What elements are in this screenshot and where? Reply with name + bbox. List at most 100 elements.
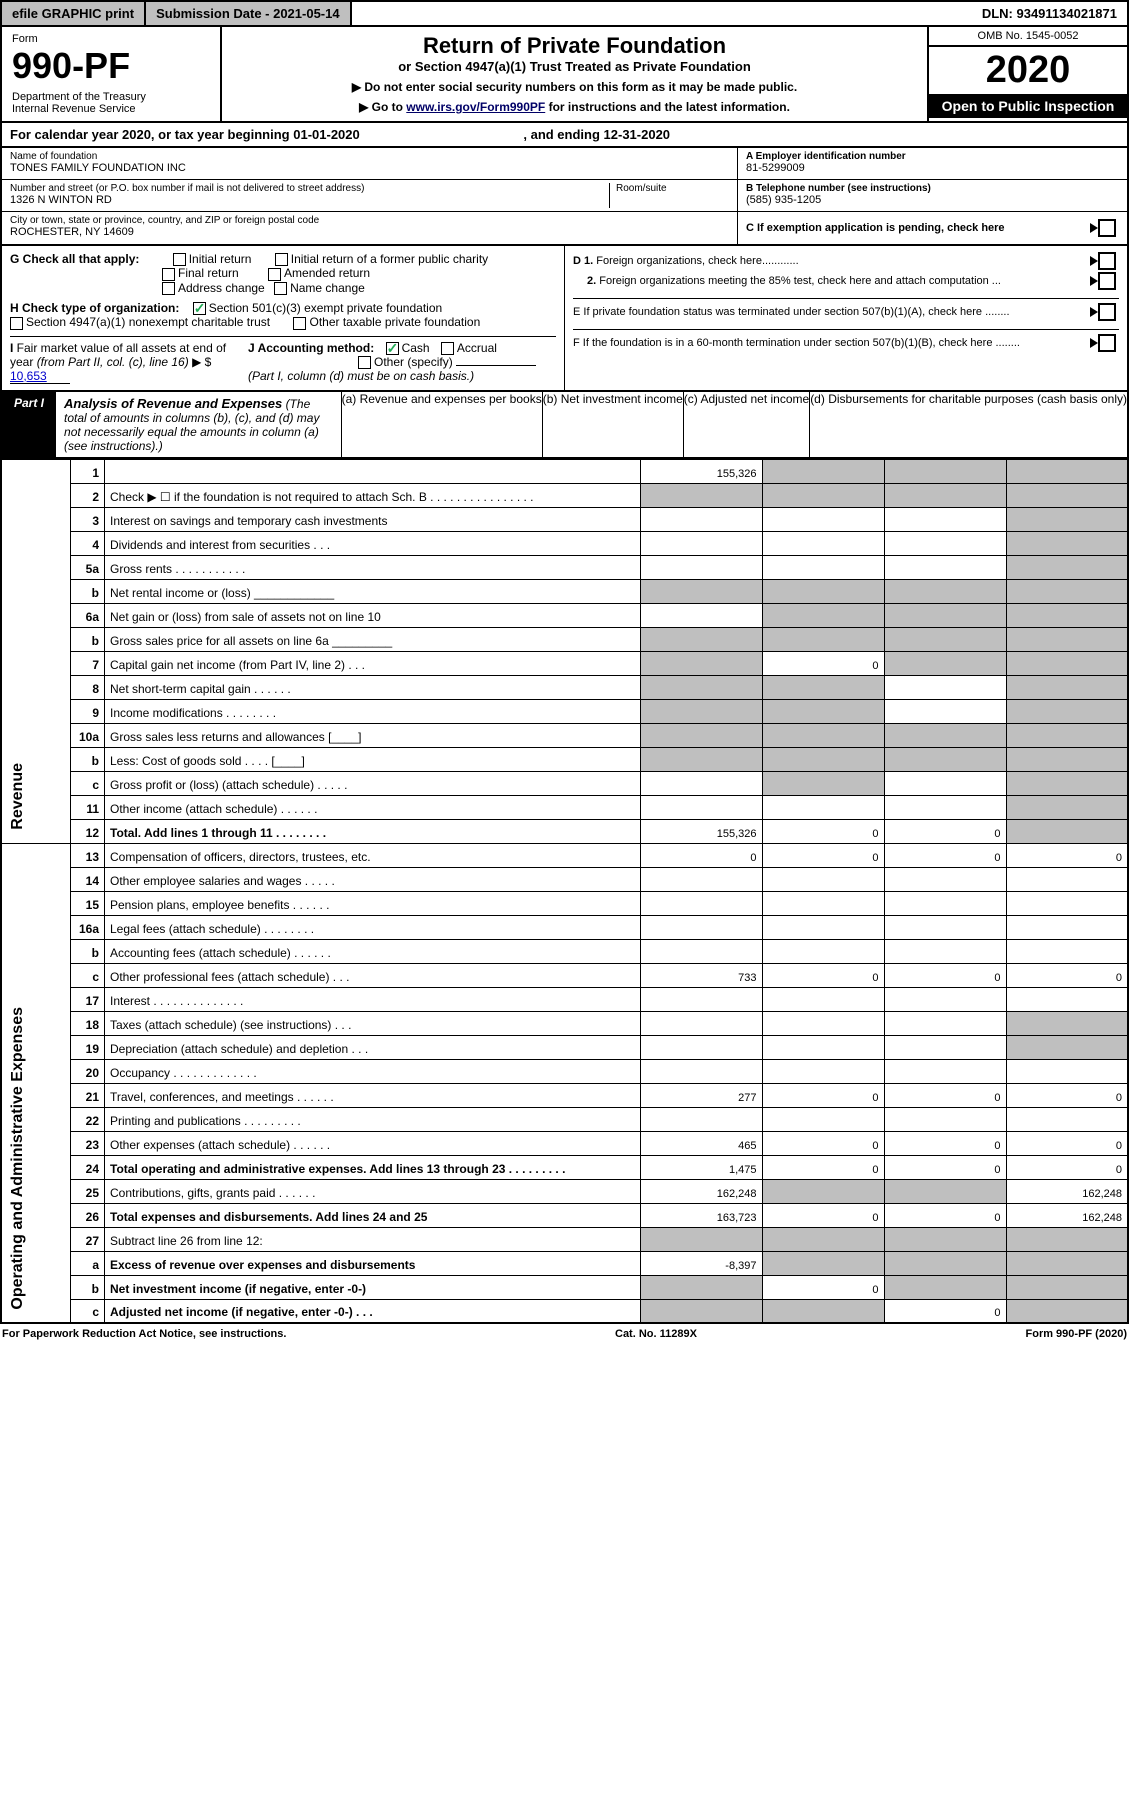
amt-col-c [884,795,1006,819]
amt-col-d: 0 [1006,963,1128,987]
e-checkbox[interactable] [1098,303,1116,321]
amt-col-b: 0 [762,1155,884,1179]
table-row: 7Capital gain net income (from Part IV, … [1,651,1128,675]
amt-col-d: 0 [1006,1155,1128,1179]
amt-col-b [762,1179,884,1203]
f-label: F If the foundation is in a 60-month ter… [573,337,1086,349]
h-4947-checkbox[interactable] [10,317,23,330]
amt-col-a [640,1107,762,1131]
line-desc: Net short-term capital gain . . . . . . [105,675,641,699]
line-number: b [71,1275,105,1299]
line-number: b [71,627,105,651]
amt-col-c: 0 [884,819,1006,843]
amt-col-b [762,1035,884,1059]
efile-print-button[interactable]: efile GRAPHIC print [2,2,146,25]
ein-label: A Employer identification number [746,151,1119,162]
f-checkbox[interactable] [1098,334,1116,352]
j-accrual-checkbox[interactable] [441,342,454,355]
amt-col-c: 0 [884,1131,1006,1155]
g-name-checkbox[interactable] [274,282,287,295]
amt-col-c [884,915,1006,939]
line-number: 23 [71,1131,105,1155]
g-initial-checkbox[interactable] [173,253,186,266]
expenses-side-label: Operating and Administrative Expenses [7,997,29,1320]
revenue-side-label: Revenue [7,753,29,840]
amt-col-a [640,483,762,507]
j-cash-checkbox[interactable] [386,342,399,355]
amt-col-a: -8,397 [640,1251,762,1275]
amt-col-a [640,1227,762,1251]
amt-col-c [884,1275,1006,1299]
amt-col-b [762,795,884,819]
table-row: 5aGross rents . . . . . . . . . . . [1,555,1128,579]
amt-col-d [1006,459,1128,483]
amt-col-a [640,699,762,723]
amt-col-b [762,579,884,603]
table-row: bNet investment income (if negative, ent… [1,1275,1128,1299]
g-address-checkbox[interactable] [162,282,175,295]
table-row: 22Printing and publications . . . . . . … [1,1107,1128,1131]
line-number: 19 [71,1035,105,1059]
line-desc: Excess of revenue over expenses and disb… [105,1251,641,1275]
line-number: 22 [71,1107,105,1131]
amt-col-b [762,675,884,699]
e-label: E If private foundation status was termi… [573,306,1086,318]
amt-col-b [762,1251,884,1275]
h-other-checkbox[interactable] [293,317,306,330]
arrow-icon [1090,223,1098,233]
h-501c3-checkbox[interactable] [193,302,206,315]
amt-col-a [640,579,762,603]
amt-col-c [884,987,1006,1011]
line-number: c [71,963,105,987]
amt-col-a: 155,326 [640,819,762,843]
table-row: 18Taxes (attach schedule) (see instructi… [1,1011,1128,1035]
line-desc: Adjusted net income (if negative, enter … [105,1299,641,1323]
line-desc: Less: Cost of goods sold . . . . [____] [105,747,641,771]
amt-col-c [884,771,1006,795]
g-amended-checkbox[interactable] [268,268,281,281]
amt-col-d [1006,675,1128,699]
line-number: 14 [71,867,105,891]
amt-col-a: 733 [640,963,762,987]
amt-col-c [884,747,1006,771]
g-final-checkbox[interactable] [162,268,175,281]
form-link[interactable]: www.irs.gov/Form990PF [406,100,545,114]
line-desc: Interest on savings and temporary cash i… [105,507,641,531]
amt-col-d [1006,699,1128,723]
amt-col-a [640,651,762,675]
amt-col-a [640,1011,762,1035]
table-row: 11Other income (attach schedule) . . . .… [1,795,1128,819]
amt-col-d: 162,248 [1006,1203,1128,1227]
g-initial-former-checkbox[interactable] [275,253,288,266]
amt-col-b [762,1107,884,1131]
amt-col-b [762,699,884,723]
amt-col-b [762,507,884,531]
i-fmv-value[interactable]: 10,653 [10,369,70,384]
amt-col-b: 0 [762,843,884,867]
amt-col-d [1006,531,1128,555]
amt-col-a: 163,723 [640,1203,762,1227]
table-row: bLess: Cost of goods sold . . . . [____] [1,747,1128,771]
line-number: 15 [71,891,105,915]
amt-col-c [884,1059,1006,1083]
line-desc: Accounting fees (attach schedule) . . . … [105,939,641,963]
line-number: 16a [71,915,105,939]
amt-col-a [640,939,762,963]
table-row: bGross sales price for all assets on lin… [1,627,1128,651]
table-row: 3Interest on savings and temporary cash … [1,507,1128,531]
amt-col-b [762,939,884,963]
d1-checkbox[interactable] [1098,252,1116,270]
amt-col-a: 465 [640,1131,762,1155]
amt-col-d [1006,867,1128,891]
c-label: C If exemption application is pending, c… [746,222,1086,234]
line-desc: Pension plans, employee benefits . . . .… [105,891,641,915]
amt-col-c [884,603,1006,627]
j-other-checkbox[interactable] [358,356,371,369]
amt-col-a [640,675,762,699]
line-desc: Occupancy . . . . . . . . . . . . . [105,1059,641,1083]
c-checkbox[interactable] [1098,219,1116,237]
amt-col-b [762,747,884,771]
d2-checkbox[interactable] [1098,272,1116,290]
table-row: 16aLegal fees (attach schedule) . . . . … [1,915,1128,939]
amt-col-d [1006,1275,1128,1299]
